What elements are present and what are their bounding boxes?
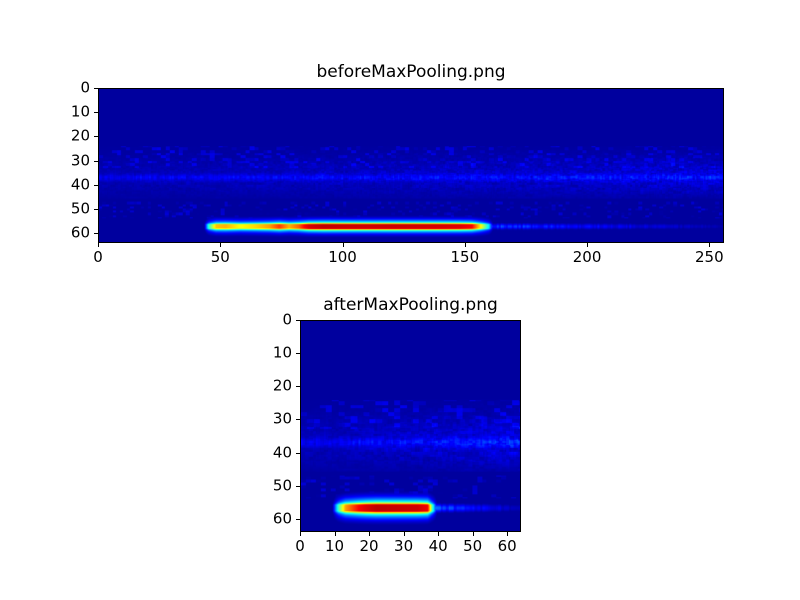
y-tick-mark [94,160,98,162]
y-tick-mark [296,419,300,421]
y-tick-label: 20 [70,126,90,145]
x-tick-label: 0 [93,248,103,266]
y-tick-label: 60 [70,223,90,242]
y-tick-label: 10 [70,102,90,121]
x-tick-label: 50 [463,537,483,555]
heatmap-image-after [301,321,520,531]
y-tick-mark [296,452,300,454]
y-tick-mark [94,112,98,114]
y-tick-mark [94,136,98,138]
x-tick-label: 150 [450,248,480,266]
x-tick-label: 250 [695,248,724,266]
x-tick-label: 40 [428,537,448,555]
panel-title-after: afterMaxPooling.png [323,295,498,315]
y-tick-mark [296,518,300,520]
x-tick-label: 0 [295,537,305,555]
x-tick-mark [709,243,711,247]
y-tick-mark [94,209,98,211]
x-tick-label: 200 [572,248,602,266]
x-tick-label: 50 [210,248,230,266]
y-tick-label: 50 [70,199,90,218]
x-tick-mark [403,532,405,536]
x-tick-mark [342,243,344,247]
x-tick-label: 60 [497,537,517,555]
x-tick-mark [438,532,440,536]
y-tick-mark [296,320,300,321]
y-tick-mark [94,184,98,186]
y-tick-label: 30 [272,409,292,428]
y-tick-label: 60 [272,509,292,528]
y-tick-label: 40 [70,175,90,194]
y-tick-mark [296,353,300,355]
heatmap-axes-after[interactable] [300,320,521,532]
x-tick-mark [464,243,466,247]
x-tick-label: 10 [324,537,345,555]
heatmap-axes-before[interactable] [98,88,724,243]
y-tick-label: 40 [272,443,292,461]
y-tick-label: 50 [272,476,292,495]
y-tick-label: 0 [80,78,90,97]
y-tick-label: 10 [272,343,292,362]
heatmap-image-before [99,89,723,242]
panel-title-before: beforeMaxPooling.png [316,62,506,82]
x-tick-mark [587,243,589,247]
y-tick-mark [94,233,98,235]
y-tick-mark [296,485,300,487]
y-tick-mark [94,88,98,89]
y-tick-mark [296,386,300,388]
x-tick-label: 20 [359,537,379,555]
y-tick-label: 30 [70,151,90,170]
x-tick-label: 30 [394,537,414,555]
x-tick-mark [472,532,474,536]
x-tick-mark [300,532,301,536]
y-tick-label: 20 [272,376,292,395]
x-tick-mark [334,532,336,536]
x-tick-mark [369,532,371,536]
y-tick-label: 0 [282,310,292,329]
x-tick-label: 100 [328,248,357,266]
x-tick-mark [220,243,222,247]
x-tick-mark [507,532,509,536]
x-tick-mark [98,243,99,247]
